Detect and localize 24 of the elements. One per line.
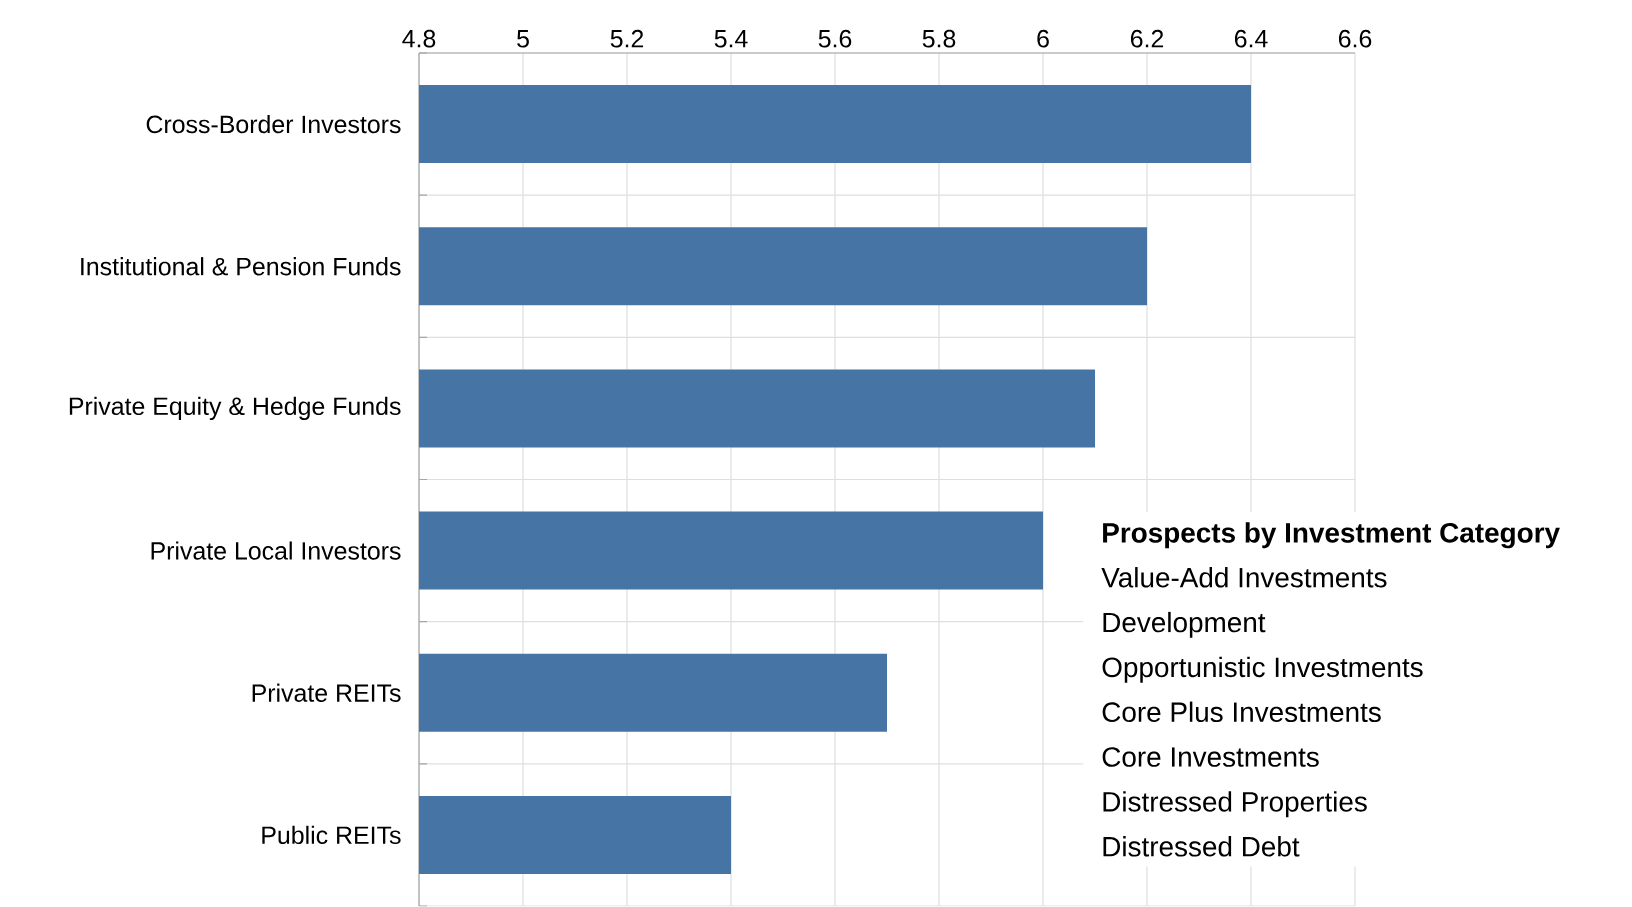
annotation: Opportunistic Investments	[1102, 656, 1423, 683]
x-tick-label: 6.2	[1130, 30, 1164, 48]
y-tick-label: Cross-Border Investors	[146, 115, 401, 134]
annotation: Core Plus Investments	[1102, 701, 1381, 723]
annotation: Value-Add Investments	[1101, 567, 1387, 588]
y-tick-label: Institutional & Pension Funds	[81, 257, 401, 276]
annotation: Distressed Properties	[1103, 791, 1367, 818]
x-tick-label: 6	[1037, 30, 1049, 48]
y-tick-label: Public REITs	[262, 825, 401, 845]
y-tick-label: Private Local Investors	[151, 541, 401, 560]
x-tick-label: 5.8	[922, 30, 956, 48]
text: Prospects by Investment Category	[1103, 522, 1560, 549]
x-tick-label: 5.6	[818, 30, 852, 48]
x-tick-label: 5.2	[610, 30, 644, 48]
annotation: Development	[1103, 612, 1266, 639]
x-tick-label: 5.4	[714, 30, 748, 48]
x-tick-label: 5	[517, 30, 529, 48]
x-tick-label: 6.4	[1234, 30, 1268, 48]
x-tick-label: 6.6	[1338, 30, 1372, 48]
annotation: Distressed Debt	[1103, 836, 1300, 857]
x-tick-label: 4.8	[402, 30, 436, 48]
y-tick-label: Private REITs	[252, 683, 401, 703]
y-tick-label: Private Equity & Hedge Funds	[69, 397, 401, 421]
annotation: Core Investments	[1102, 747, 1319, 768]
